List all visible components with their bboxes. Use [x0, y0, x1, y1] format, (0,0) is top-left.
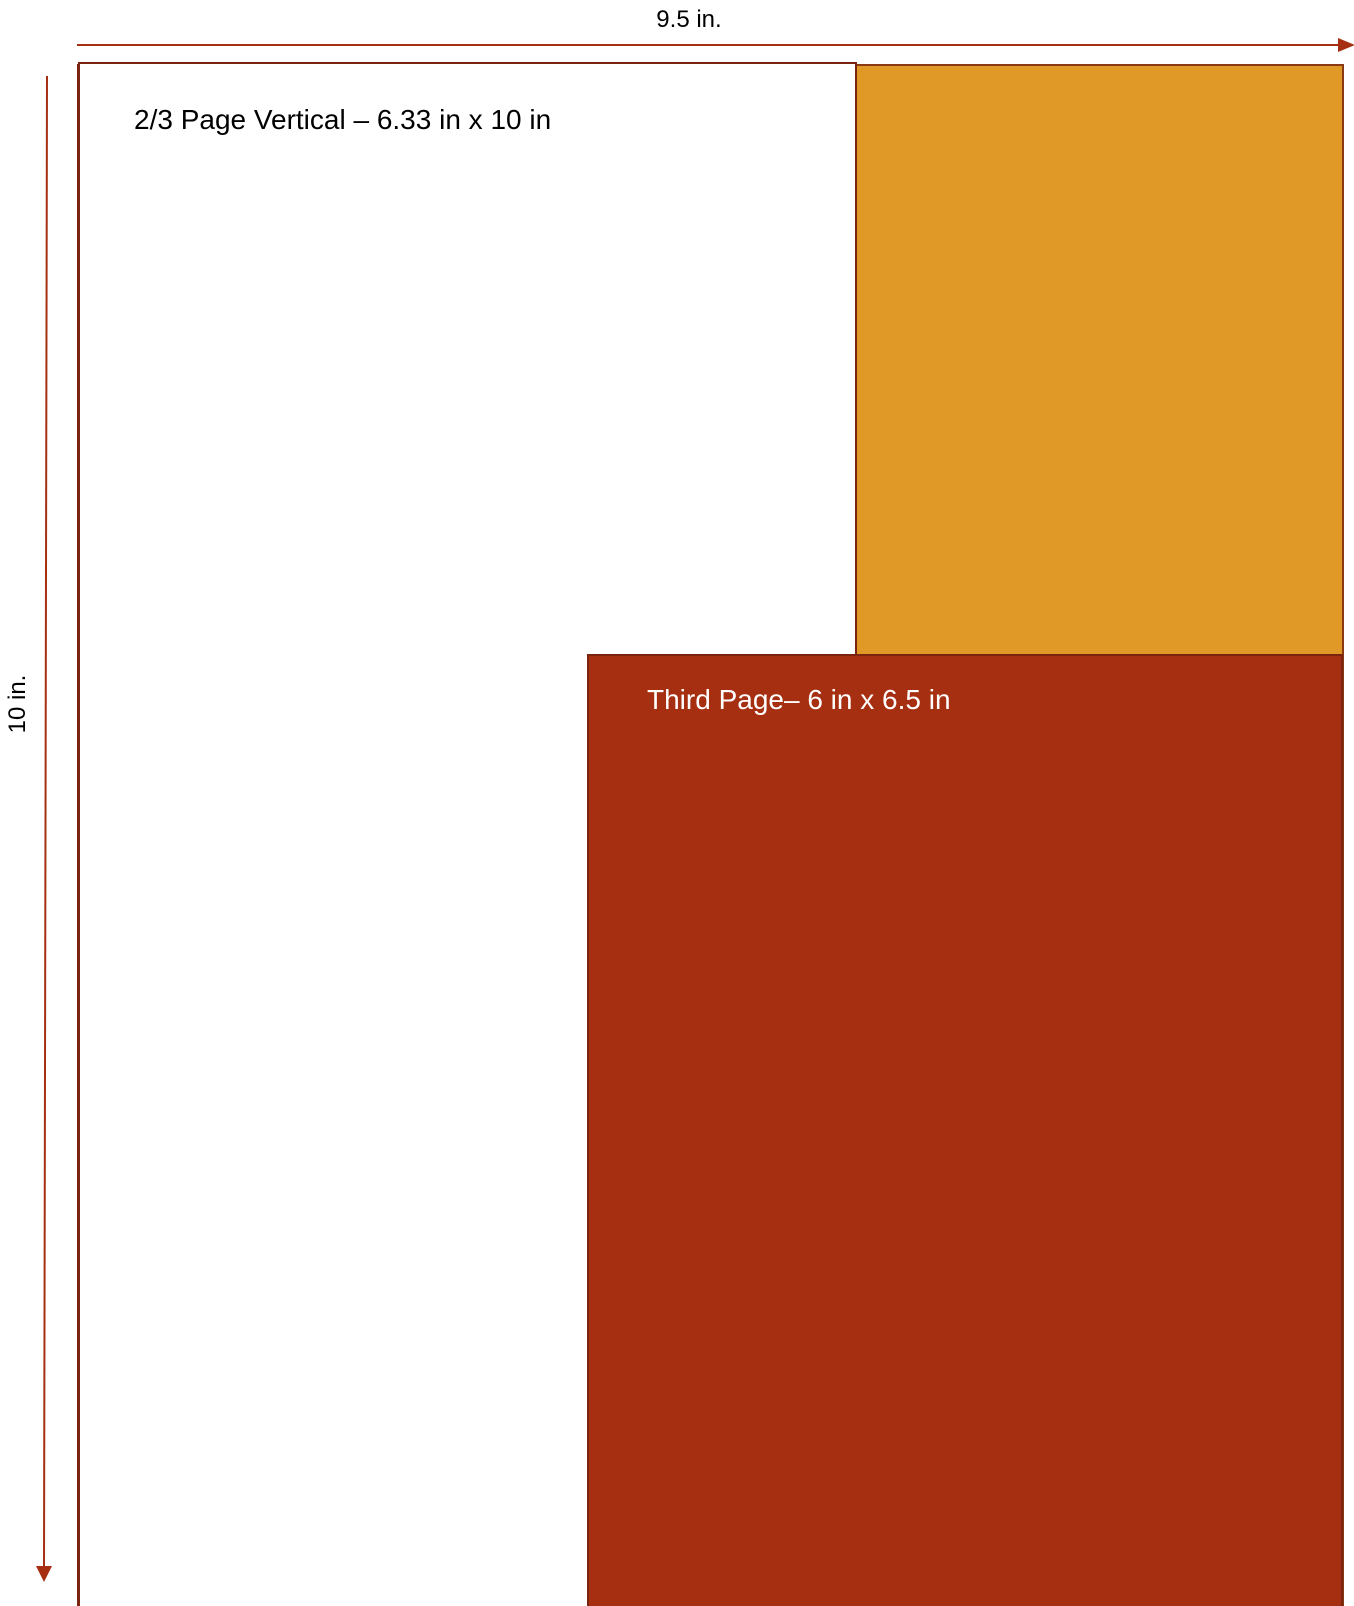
width-dimension-label: 9.5 in.: [656, 6, 722, 33]
two-thirds-page-label: 2/3 Page Vertical – 6.33 in x 10 in: [134, 104, 552, 135]
width-arrow-head: [1338, 38, 1354, 52]
third-page-label: Third Page– 6 in x 6.5 in: [647, 684, 951, 715]
height-dimension-label: 10 in.: [4, 674, 31, 734]
third-page-ad: Third Page– 6 in x 6.5 in: [587, 654, 1343, 1606]
height-arrow-line: [43, 75, 48, 1567]
third-page-upper-block: [854, 64, 1344, 664]
height-arrow-head: [36, 1566, 52, 1582]
